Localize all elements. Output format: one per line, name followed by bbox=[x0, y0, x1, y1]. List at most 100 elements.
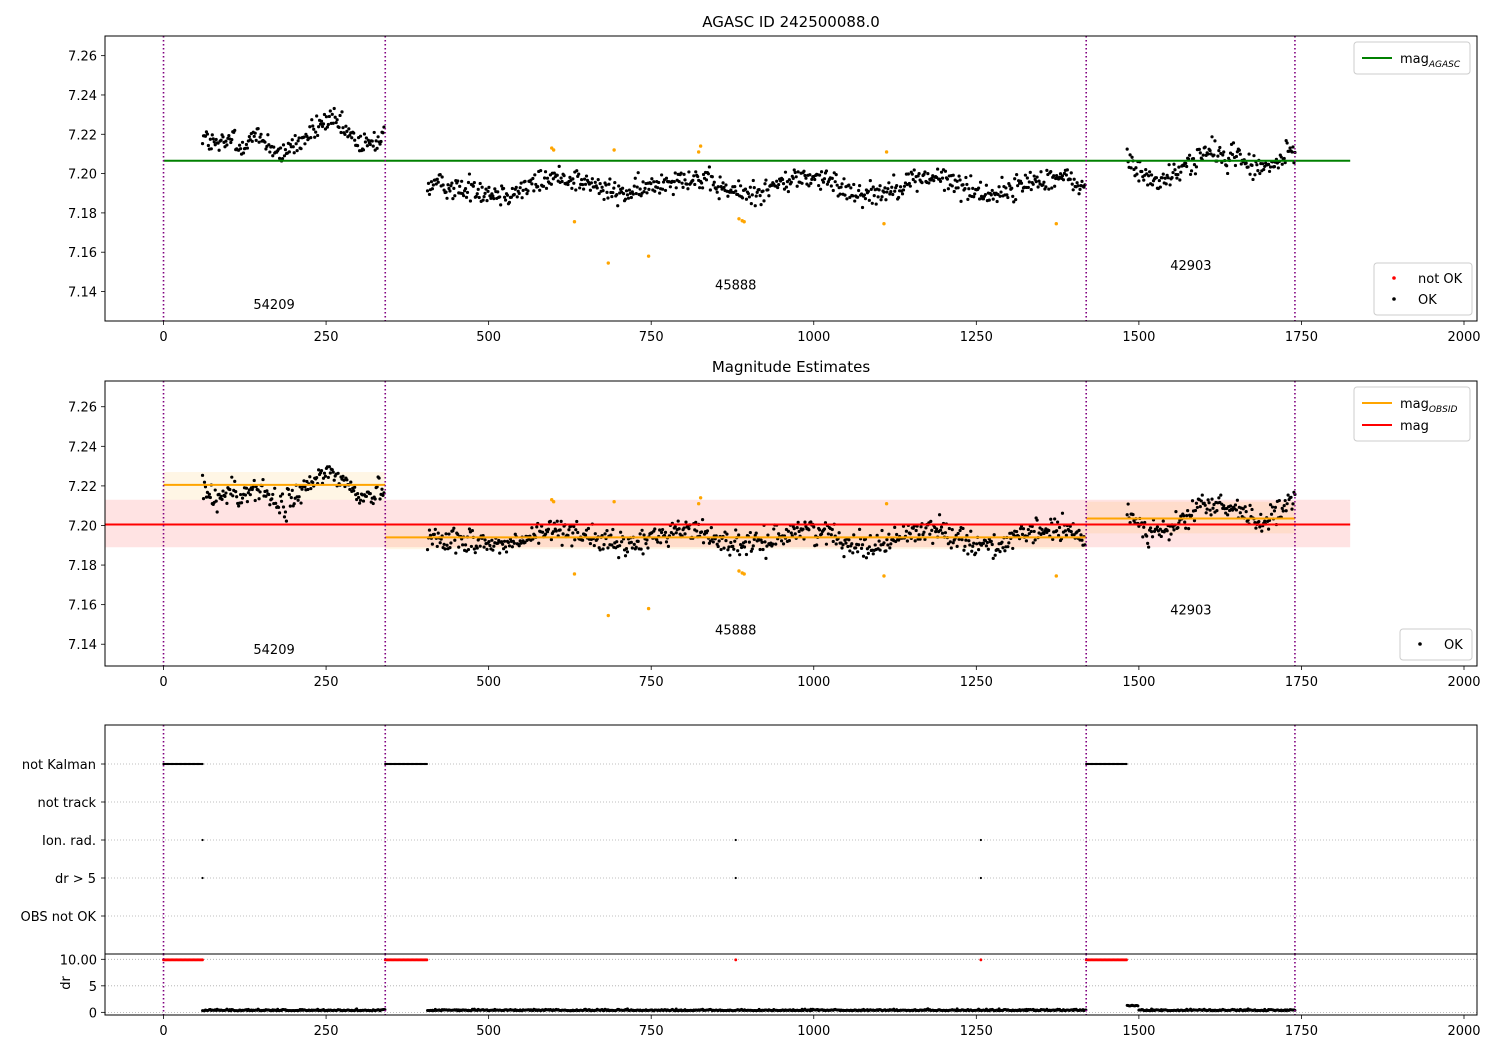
ok-point bbox=[856, 195, 860, 199]
ok-point bbox=[1225, 164, 1229, 168]
ok-point bbox=[539, 168, 543, 173]
ok-point bbox=[1226, 171, 1230, 176]
ok-point bbox=[683, 532, 687, 536]
ok-point bbox=[368, 142, 372, 147]
ok-point bbox=[243, 493, 248, 497]
ok-point bbox=[317, 468, 321, 472]
ok-point bbox=[714, 187, 718, 191]
ok-point bbox=[1070, 182, 1074, 186]
ok-point bbox=[866, 189, 870, 193]
ok-point bbox=[212, 140, 216, 144]
ok-point bbox=[1150, 535, 1155, 539]
ok-point bbox=[845, 197, 849, 201]
ok-point bbox=[200, 473, 205, 477]
ok-point bbox=[1251, 177, 1255, 182]
ok-point bbox=[312, 127, 316, 131]
ok-point bbox=[1032, 174, 1036, 178]
ok-point bbox=[1035, 518, 1039, 522]
ok-point bbox=[274, 501, 278, 505]
ok-point bbox=[784, 185, 789, 189]
ok-point bbox=[345, 478, 349, 482]
ok-point bbox=[1269, 512, 1274, 516]
ok-point bbox=[1128, 153, 1132, 157]
ok-point bbox=[860, 205, 865, 210]
ok-point bbox=[233, 479, 237, 483]
ok-point bbox=[753, 204, 757, 208]
ok-point bbox=[361, 499, 366, 503]
ok-point bbox=[984, 183, 988, 187]
p2-xtick-label: 500 bbox=[476, 675, 501, 690]
ok-point bbox=[1235, 498, 1239, 502]
ok-point bbox=[772, 527, 776, 531]
ok-point bbox=[641, 552, 645, 556]
ok-point bbox=[340, 110, 344, 114]
ok-point bbox=[375, 485, 379, 489]
ok-point bbox=[530, 182, 534, 186]
ok-point bbox=[849, 186, 853, 190]
ok-point bbox=[574, 188, 578, 192]
ok-point bbox=[452, 186, 456, 190]
ok-point bbox=[734, 528, 738, 532]
ok-point bbox=[792, 168, 796, 172]
ok-point bbox=[292, 151, 296, 155]
ok-point bbox=[246, 491, 250, 495]
ok-point bbox=[210, 133, 214, 137]
ok-point bbox=[747, 195, 751, 199]
ok-point bbox=[782, 187, 787, 191]
ok-point bbox=[1167, 538, 1171, 542]
ok-point bbox=[456, 532, 460, 537]
ok-point bbox=[289, 495, 293, 500]
ok-point bbox=[573, 538, 577, 542]
ok-point bbox=[1179, 514, 1183, 518]
ok-point bbox=[1058, 172, 1063, 176]
ok-point bbox=[985, 540, 989, 545]
ok-point bbox=[861, 554, 866, 558]
legend-points bbox=[1399, 628, 1473, 661]
ok-point bbox=[298, 485, 302, 489]
ok-point bbox=[305, 479, 309, 484]
ok-point bbox=[652, 180, 656, 184]
ok-point bbox=[964, 538, 968, 542]
ok-point bbox=[496, 190, 500, 194]
ok-point bbox=[634, 191, 638, 196]
ok-point bbox=[449, 541, 453, 545]
ok-point bbox=[523, 540, 527, 545]
ok-point bbox=[786, 189, 790, 194]
ok-point bbox=[752, 185, 756, 190]
ok-point bbox=[281, 505, 286, 509]
ok-point bbox=[966, 197, 970, 201]
ok-point bbox=[256, 488, 260, 492]
ok-point bbox=[1164, 182, 1168, 186]
ok-point bbox=[436, 180, 440, 184]
ok-point bbox=[1131, 512, 1135, 517]
ok-point bbox=[732, 547, 736, 551]
ok-point bbox=[445, 543, 449, 547]
ok-point bbox=[914, 528, 918, 533]
ok-point bbox=[606, 196, 610, 200]
ok-point bbox=[534, 182, 538, 187]
ok-point bbox=[803, 520, 807, 524]
ok-point bbox=[368, 492, 372, 496]
p4-xtick-label: 1250 bbox=[960, 1024, 993, 1039]
ok-point bbox=[356, 144, 360, 148]
ok-point bbox=[512, 541, 516, 545]
ok-point bbox=[244, 486, 249, 490]
flag-point bbox=[201, 762, 204, 766]
ok-point bbox=[623, 554, 628, 558]
ok-point bbox=[287, 150, 291, 154]
ok-point bbox=[1000, 175, 1004, 180]
ok-point bbox=[844, 541, 848, 545]
ok-point bbox=[804, 176, 808, 180]
flags-panel: not Kalman not track Ion. rad. dr > 5 OBS no… bbox=[21, 724, 1478, 955]
ok-point bbox=[600, 185, 604, 189]
dr-axis-label: dr bbox=[59, 976, 74, 990]
ok-point bbox=[483, 538, 487, 542]
ok-point bbox=[1194, 501, 1199, 505]
excluded-point bbox=[737, 569, 741, 573]
ok-point bbox=[610, 194, 614, 199]
ok-point bbox=[575, 169, 579, 173]
ok-point bbox=[657, 180, 661, 185]
ok-point bbox=[337, 125, 341, 130]
ok-point bbox=[602, 197, 606, 202]
ok-point bbox=[328, 471, 332, 475]
